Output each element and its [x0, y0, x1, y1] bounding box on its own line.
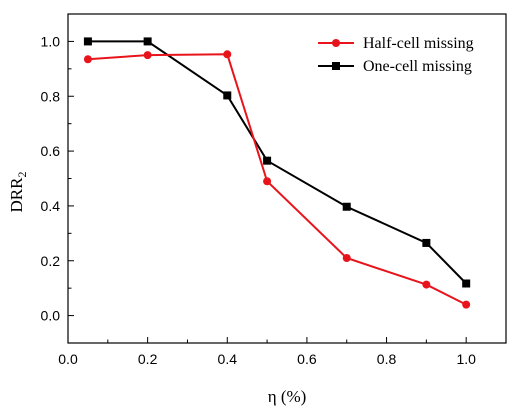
x-tick-label: 0.8 — [377, 351, 397, 367]
data-point-half-cell — [83, 55, 92, 64]
data-point-one-cell — [223, 91, 232, 100]
data-point-one-cell — [143, 37, 152, 46]
x-tick-label: 1.0 — [456, 351, 476, 367]
series-line-half-cell — [87, 53, 467, 306]
series-half-cell — [83, 50, 471, 309]
x-tick-label: 0.6 — [297, 351, 317, 367]
y-tick-label: 1.0 — [41, 33, 61, 49]
data-point-half-cell — [143, 51, 152, 60]
data-point-half-cell — [263, 177, 272, 186]
data-point-half-cell — [422, 280, 431, 289]
series-line-one-cell — [87, 40, 467, 285]
x-tick-label: 0.2 — [138, 351, 158, 367]
data-point-one-cell — [83, 37, 92, 46]
legend-marker-half-cell — [332, 39, 340, 47]
legend-entry-half-cell: Half-cell missing — [318, 35, 474, 52]
legend-label-one-cell: One-cell missing — [363, 58, 472, 75]
y-tick-label: 0.0 — [41, 308, 61, 324]
data-point-one-cell — [422, 238, 431, 247]
data-point-one-cell — [342, 202, 351, 211]
data-point-one-cell — [462, 279, 471, 288]
data-point-half-cell — [462, 300, 471, 309]
y-axis-title-subscript: 2 — [15, 172, 29, 178]
y-axis-title-main: DRR — [7, 177, 26, 213]
legend-entry-one-cell: One-cell missing — [318, 58, 472, 75]
legend-marker-one-cell — [332, 62, 340, 70]
legend-label-half-cell: Half-cell missing — [363, 35, 474, 52]
x-axis-title: η (%) — [268, 387, 307, 406]
y-tick-label: 0.6 — [41, 143, 61, 159]
series-one-cell — [83, 37, 471, 288]
data-point-one-cell — [263, 156, 272, 165]
y-tick-label: 0.8 — [41, 88, 61, 104]
y-tick-label: 0.2 — [41, 253, 61, 269]
x-tick-label: 0.4 — [218, 351, 238, 367]
y-tick-label: 0.4 — [41, 198, 61, 214]
data-point-half-cell — [223, 50, 232, 59]
y-axis-title: DRR2 — [7, 172, 29, 213]
x-tick-label: 0.0 — [58, 351, 78, 367]
data-point-half-cell — [342, 254, 351, 263]
